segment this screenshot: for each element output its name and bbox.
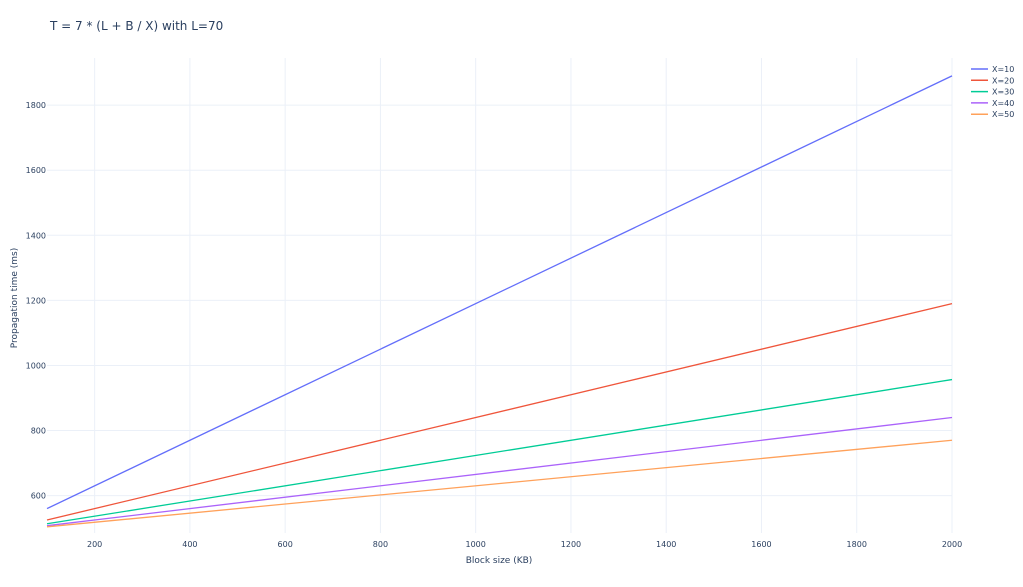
x-axis-title: Block size (KB) <box>466 556 533 566</box>
x-tick-label: 2000 <box>942 540 962 549</box>
y-tick-label: 1400 <box>26 231 46 240</box>
series-lines <box>46 75 953 528</box>
series-line-x-40 <box>46 416 953 527</box>
x-tick-label: 200 <box>87 540 102 549</box>
x-tick-label: 1400 <box>656 540 676 549</box>
legend-item[interactable]: X=30 <box>971 88 1014 97</box>
x-tick-label: 1200 <box>561 540 581 549</box>
legend-label: X=20 <box>992 76 1014 85</box>
y-tick-label: 800 <box>31 427 46 436</box>
y-tick-label: 600 <box>31 492 46 501</box>
y-tick-label: 1600 <box>26 166 46 175</box>
y-axis-ticks: 600 800 1000 1200 1400 1600 1800 <box>26 101 46 500</box>
x-tick-label: 1000 <box>466 540 486 549</box>
legend-label: X=40 <box>992 99 1014 108</box>
series-line-x-10 <box>46 75 953 510</box>
x-tick-label: 1800 <box>847 540 867 549</box>
legend[interactable]: X=10 X=20 X=30 X=40 X=50 <box>971 65 1014 119</box>
x-tick-label: 1600 <box>751 540 771 549</box>
x-tick-label: 600 <box>278 540 293 549</box>
legend-item[interactable]: X=40 <box>971 99 1014 108</box>
y-tick-label: 1000 <box>26 361 46 370</box>
y-tick-label: 1200 <box>26 296 46 305</box>
legend-item[interactable]: X=10 <box>971 65 1014 74</box>
x-tick-label: 800 <box>373 540 388 549</box>
legend-item[interactable]: X=50 <box>971 110 1014 119</box>
series-line-x-30 <box>46 378 953 525</box>
x-axis-ticks: 200 400 600 800 1000 1200 1400 1600 1800 2000 <box>87 540 962 549</box>
grid <box>47 58 953 533</box>
legend-label: X=50 <box>992 110 1014 119</box>
series-line-x-20 <box>46 303 953 521</box>
x-tick-label: 400 <box>182 540 197 549</box>
series-line-x-50 <box>46 439 953 528</box>
legend-label: X=30 <box>992 88 1014 97</box>
y-tick-label: 1800 <box>26 101 46 110</box>
legend-label: X=10 <box>992 65 1014 74</box>
y-axis-title: Propagation time (ms) <box>10 248 20 349</box>
chart-title: T = 7 * (L + B / X) with L=70 <box>49 19 223 33</box>
legend-item[interactable]: X=20 <box>971 76 1014 85</box>
